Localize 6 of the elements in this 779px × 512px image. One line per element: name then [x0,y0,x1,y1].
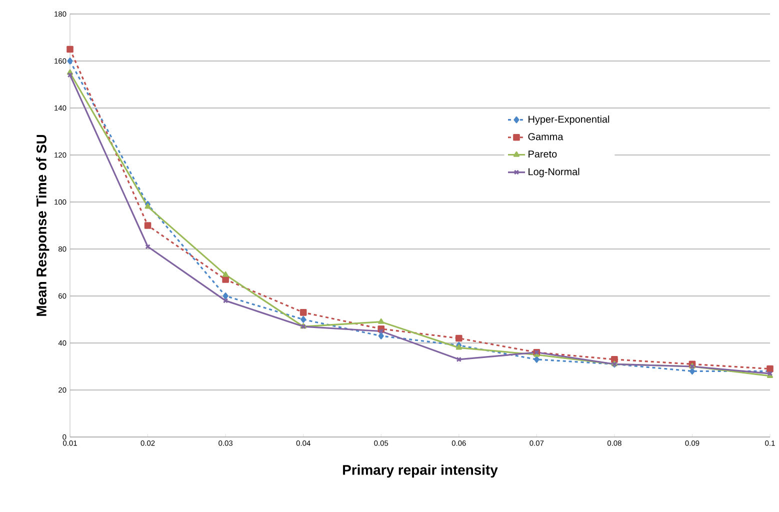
legend-label: Gamma [528,133,564,140]
y-axis-title: Mean Response Time of SU [36,135,50,316]
legend-label: Log-Normal [528,168,580,178]
legend-label: Pareto [528,150,557,158]
x-axis-title: Primary repair intensity [343,464,498,478]
legend-label: Hyper-Exponential [528,115,610,125]
